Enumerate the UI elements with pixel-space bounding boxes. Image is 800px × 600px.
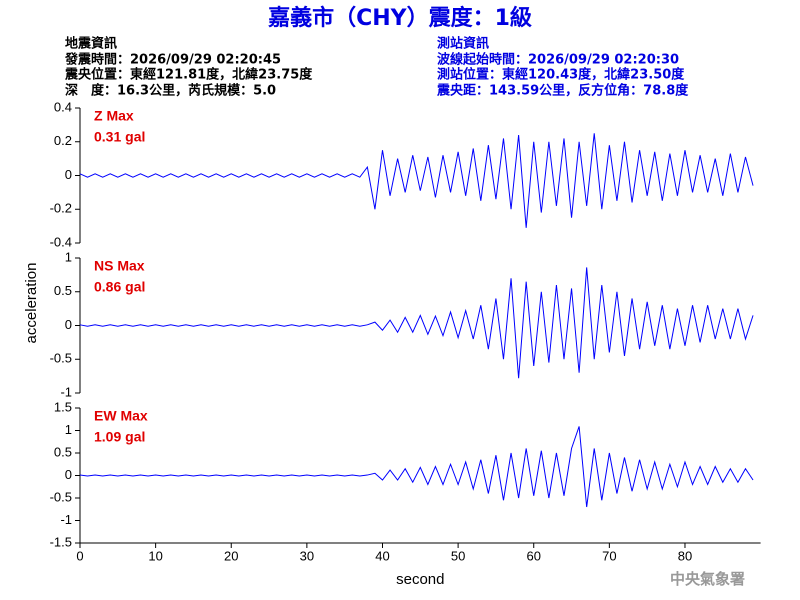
y-tick-label: 0.5 [54, 444, 72, 459]
x-tick-label: 70 [602, 548, 616, 563]
station-line: 測站資訊 [437, 36, 489, 52]
info-line: 深 度：16.3公里，芮氏規模：5.0 [65, 83, 276, 99]
y-tick-label: -1.5 [50, 534, 72, 549]
waveform [79, 267, 754, 379]
x-tick-label: 0 [76, 548, 83, 563]
x-tick-label: 40 [375, 548, 389, 563]
y-tick-label: -1 [60, 384, 72, 399]
x-tick-label: 20 [224, 548, 238, 563]
y-tick-label: 1.5 [54, 399, 72, 414]
x-tick-label: 50 [451, 548, 465, 563]
info-line: 發震時間：2026/09/29 02:20:45 [64, 52, 281, 68]
y-tick-label: -0.5 [50, 489, 72, 504]
max-annotation: EW Max [94, 408, 148, 424]
max-annotation: Z Max [94, 108, 134, 124]
station-line: 測站位置：東經120.43度，北緯23.50度 [437, 67, 685, 83]
y-tick-label: 0 [65, 317, 72, 332]
x-tick-label: 10 [148, 548, 162, 563]
footer: 中央氣象署 [670, 570, 745, 588]
max-annotation: NS Max [94, 258, 145, 274]
y-tick-label: 0.5 [54, 283, 72, 298]
waveform [79, 426, 754, 508]
station-line: 震央距：143.59公里，反方位角：78.8度 [436, 83, 689, 99]
title: 嘉義市（CHY）震度：1級 [268, 5, 532, 31]
x-tick-label: 80 [678, 548, 692, 563]
waveform [79, 133, 754, 228]
y-tick-label: -0.4 [50, 234, 72, 249]
y-tick-label: 0.4 [54, 99, 72, 114]
max-annotation: 1.09 gal [94, 429, 145, 445]
x-axis-label: second [396, 571, 444, 588]
y-axis-label: acceleration [23, 263, 40, 344]
info-line: 地震資訊 [65, 36, 117, 52]
max-annotation: 0.86 gal [94, 279, 145, 295]
info-line: 震央位置：東經121.81度，北緯23.75度 [64, 67, 313, 83]
y-tick-label: 0.2 [54, 133, 72, 148]
station-line: 波線起始時間：2026/09/29 02:20:30 [437, 52, 679, 68]
y-tick-label: -1 [60, 512, 72, 527]
y-tick-label: 1 [65, 249, 72, 264]
y-tick-label: -0.5 [50, 351, 72, 366]
max-annotation: 0.31 gal [94, 129, 145, 145]
y-tick-label: -0.2 [50, 201, 72, 216]
y-tick-label: 0 [65, 167, 72, 182]
y-tick-label: 0 [65, 467, 72, 482]
y-tick-label: 1 [65, 422, 72, 437]
x-tick-label: 30 [300, 548, 314, 563]
x-tick-label: 60 [526, 548, 540, 563]
